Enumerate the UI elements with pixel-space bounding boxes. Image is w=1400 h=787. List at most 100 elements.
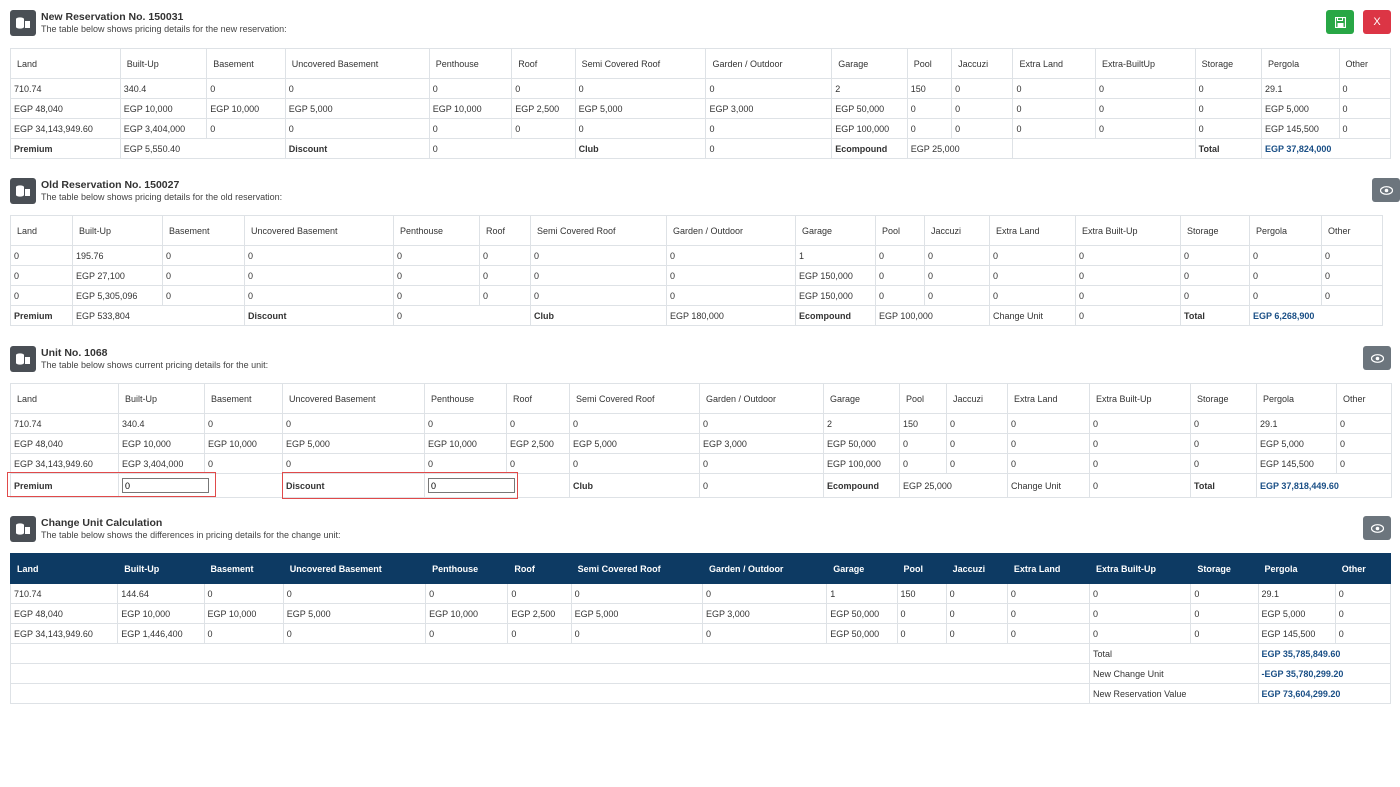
section-subtitle: The table below shows pricing details fo… bbox=[41, 192, 283, 202]
section-header: Change Unit Calculation The table below … bbox=[10, 516, 1391, 544]
table-cell: EGP 50,000 bbox=[823, 433, 900, 454]
col-header: Extra Land bbox=[1012, 48, 1096, 79]
table-cell: 0 bbox=[506, 453, 570, 474]
table-cell: 0 bbox=[506, 413, 570, 434]
table-cell: 0 bbox=[924, 285, 990, 306]
table-cell: 710.74 bbox=[10, 78, 121, 99]
table-cell: 0 bbox=[574, 118, 707, 139]
col-header: Extra Land bbox=[1007, 383, 1090, 414]
table-cell: 0 bbox=[204, 413, 283, 434]
col-header: Garage bbox=[823, 383, 900, 414]
col-header: Pool bbox=[906, 48, 953, 79]
table-cell: 0 bbox=[530, 285, 667, 306]
table-cell: 0 bbox=[511, 118, 576, 139]
table-cell: EGP 5,000 bbox=[569, 433, 700, 454]
table-cell: EGP 10,000 bbox=[425, 603, 509, 624]
col-header: Pergola bbox=[1249, 215, 1322, 246]
discount-input[interactable] bbox=[428, 478, 515, 493]
table-row: 710.74 340.4 0 0 0 0 0 0 2 150 0 0 0 0 29.1 0 bbox=[10, 413, 1392, 434]
table-cell: 0 bbox=[162, 285, 245, 306]
col-header: Semi Covered Roof bbox=[530, 215, 667, 246]
col-header: Garden / Outdoor bbox=[699, 383, 824, 414]
table-cell: 0 bbox=[425, 623, 509, 644]
table-cell: 0 bbox=[1321, 265, 1383, 286]
table-cell: 0 bbox=[479, 245, 531, 266]
col-header: Built-Up bbox=[117, 553, 205, 584]
table-row: 0 EGP 27,100 0 0 0 0 0 0 EGP 150,000 0 0 0 0 0 0 0 bbox=[10, 265, 1383, 286]
col-header: Storage bbox=[1190, 553, 1259, 584]
table-cell: 0 bbox=[206, 78, 286, 99]
col-header: Uncovered Basement bbox=[244, 215, 394, 246]
table-cell: EGP 10,000 bbox=[206, 98, 286, 119]
table-cell: 0 bbox=[1338, 98, 1392, 119]
col-header: Jaccuzi bbox=[945, 553, 1008, 584]
table-cell: EGP 2,500 bbox=[511, 98, 576, 119]
change-unit-value: 0 bbox=[1089, 473, 1191, 498]
club-value: EGP 180,000 bbox=[666, 305, 796, 326]
table-cell: 0 bbox=[569, 413, 700, 434]
col-header: Pool bbox=[875, 215, 925, 246]
table-cell: 0 bbox=[162, 265, 245, 286]
table-cell: 0 bbox=[1321, 285, 1383, 306]
premium-input[interactable] bbox=[122, 478, 209, 493]
save-button[interactable] bbox=[1326, 10, 1354, 34]
close-button[interactable]: X bbox=[1363, 10, 1391, 34]
table-cell: 0 bbox=[574, 78, 707, 99]
total-value: EGP 35,785,849.60 bbox=[1257, 643, 1392, 664]
col-header: Penthouse bbox=[428, 48, 513, 79]
summary-row: Premium Discount Club 0 Ecompound EGP 25… bbox=[10, 473, 1392, 498]
table-cell: 0 bbox=[507, 623, 572, 644]
table-cell: 0 bbox=[1334, 603, 1392, 624]
table-cell: 0 bbox=[204, 453, 283, 474]
table-cell: 0 bbox=[875, 265, 925, 286]
table-cell: 0 bbox=[1338, 118, 1392, 139]
total-row: New Reservation Value EGP 73,604,299.20 bbox=[9, 683, 1392, 704]
table-cell: 0 bbox=[924, 245, 990, 266]
table-cell: 0 bbox=[507, 583, 572, 604]
table-cell: EGP 10,000 bbox=[119, 98, 208, 119]
table-cell: 0 bbox=[1194, 118, 1263, 139]
table-row: 0 195.76 0 0 0 0 0 0 1 0 0 0 0 0 0 0 bbox=[10, 245, 1383, 266]
table-cell: 150 bbox=[906, 78, 953, 99]
premium-input-cell bbox=[118, 473, 283, 498]
table-cell: 0 bbox=[428, 118, 513, 139]
total-row: New Change Unit -EGP 35,780,299.20 bbox=[9, 663, 1392, 684]
club-value: 0 bbox=[699, 473, 824, 498]
col-header: Other bbox=[1338, 48, 1392, 79]
table-cell: 0 bbox=[1012, 98, 1096, 119]
table-cell: 340.4 bbox=[119, 78, 208, 99]
table-cell: 0 bbox=[10, 265, 73, 286]
total-label: Total bbox=[1190, 473, 1257, 498]
view-button[interactable] bbox=[1372, 178, 1400, 202]
coins-icon bbox=[10, 178, 36, 204]
table-cell: 0 bbox=[1007, 433, 1090, 454]
table-cell: 0 bbox=[899, 433, 947, 454]
table-cell: 195.76 bbox=[72, 245, 163, 266]
table-cell: 0 bbox=[1075, 285, 1181, 306]
section-subtitle: The table below shows current pricing de… bbox=[41, 360, 269, 370]
table-cell: 0 bbox=[875, 285, 925, 306]
table-cell: 0 bbox=[244, 285, 394, 306]
table-cell: 0 bbox=[393, 285, 480, 306]
col-header: Roof bbox=[506, 383, 570, 414]
table-cell: 0 bbox=[945, 583, 1008, 604]
col-header: Built-Up bbox=[119, 48, 208, 79]
table-cell: 0 bbox=[284, 78, 430, 99]
table-row: 0 EGP 5,305,096 0 0 0 0 0 0 EGP 150,000 0 0 0 0 0 0 0 bbox=[10, 285, 1383, 306]
view-button[interactable] bbox=[1363, 346, 1391, 370]
eye-icon bbox=[1379, 185, 1393, 195]
total-label: Total bbox=[1089, 643, 1259, 664]
view-button[interactable] bbox=[1363, 516, 1391, 540]
table-cell: EGP 145,500 bbox=[1257, 623, 1336, 644]
table-cell: 0 bbox=[1180, 245, 1250, 266]
section-title: Old Reservation No. 150027 bbox=[41, 179, 180, 191]
table-cell: 0 bbox=[424, 413, 507, 434]
empty-cell bbox=[9, 663, 1091, 684]
discount-value: 0 bbox=[428, 138, 576, 159]
table-cell: 0 bbox=[393, 245, 480, 266]
col-header: Uncovered Basement bbox=[284, 48, 430, 79]
section-subtitle: The table below shows the differences in… bbox=[41, 530, 341, 540]
empty-cell bbox=[9, 683, 1091, 704]
new-change-unit-value: -EGP 35,780,299.20 bbox=[1257, 663, 1392, 684]
table-cell: 0 bbox=[1094, 118, 1196, 139]
